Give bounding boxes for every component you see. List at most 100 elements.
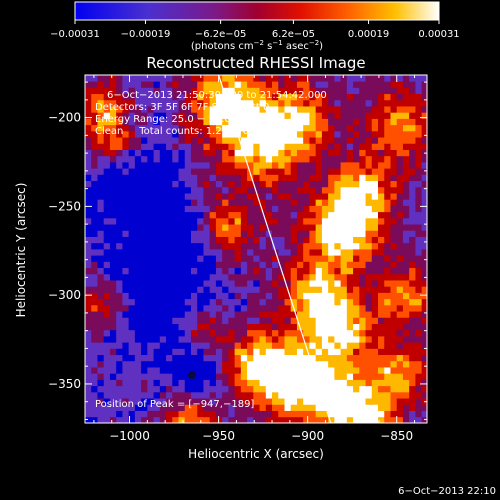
heatmap-cell (222, 211, 229, 219)
heatmap-cell (147, 379, 154, 387)
heatmap-cell (371, 255, 379, 262)
heatmap-cell (415, 317, 423, 324)
heatmap-cell (209, 143, 217, 150)
heatmap-cell (190, 118, 198, 126)
heatmap-cell (184, 255, 192, 262)
heatmap-cell (141, 317, 148, 324)
heatmap-cell (365, 342, 373, 349)
heatmap-cell (328, 149, 335, 157)
heatmap-cell (278, 286, 285, 293)
heatmap-cell (378, 149, 385, 157)
heatmap-cell (134, 304, 142, 312)
heatmap-cell (402, 124, 410, 132)
heatmap-cell (197, 230, 204, 237)
heatmap-cell (384, 186, 391, 194)
heatmap-cell (409, 280, 416, 287)
heatmap-cell (284, 323, 292, 331)
heatmap-cell (290, 286, 298, 293)
heatmap-cell (415, 329, 423, 337)
heatmap-cell (153, 155, 161, 163)
heatmap-cell (147, 168, 154, 175)
heatmap-cell (122, 224, 130, 231)
heatmap-cell (315, 118, 323, 126)
heatmap-cell (278, 385, 285, 393)
heatmap-cell (234, 106, 242, 113)
heatmap-cell (303, 93, 310, 101)
heatmap-cell (247, 155, 254, 163)
heatmap-cell (321, 354, 329, 362)
heatmap-cell (159, 93, 167, 101)
heatmap-cell (116, 304, 123, 312)
heatmap-cell (197, 280, 204, 287)
heatmap-cell (97, 379, 105, 387)
heatmap-cell (166, 360, 173, 368)
heatmap-cell (259, 124, 267, 132)
heatmap-cell (359, 249, 366, 256)
heatmap-cell (197, 267, 204, 275)
heatmap-cell (265, 311, 273, 318)
heatmap-cell (384, 255, 391, 262)
heatmap-cell (209, 180, 217, 188)
heatmap-cell (141, 168, 148, 175)
heatmap-cell (103, 224, 111, 231)
heatmap-cell (247, 311, 254, 318)
heatmap-cell (228, 323, 236, 331)
heatmap-cell (215, 87, 223, 95)
heatmap-cell (309, 112, 317, 119)
heatmap-cell (215, 360, 223, 368)
heatmap-cell (184, 391, 192, 399)
heatmap-cell (378, 416, 385, 423)
heatmap-cell (290, 217, 298, 225)
heatmap-cell (290, 224, 298, 231)
heatmap-cell (315, 398, 323, 405)
heatmap-cell (328, 348, 335, 356)
heatmap-cell (91, 186, 98, 194)
heatmap-cell (272, 410, 279, 418)
heatmap-cell (359, 180, 366, 188)
heatmap-cell (215, 193, 223, 200)
heatmap-cell (353, 261, 360, 269)
heatmap-cell (340, 87, 348, 95)
heatmap-cell (353, 410, 360, 418)
heatmap-cell (328, 367, 335, 374)
heatmap-cell (234, 211, 242, 219)
heatmap-cell (272, 205, 279, 213)
heatmap-cell (166, 373, 173, 380)
heatmap-cell (365, 168, 373, 175)
heatmap-cell (197, 292, 204, 300)
heatmap-cell (153, 230, 161, 237)
heatmap-cell (215, 398, 223, 405)
heatmap-cell (209, 217, 217, 225)
heatmap-cell (303, 292, 310, 300)
heatmap-cell (321, 217, 329, 225)
heatmap-cell (228, 373, 236, 380)
heatmap-cell (409, 323, 416, 331)
colorbar-unit-suffix: ) (319, 41, 323, 52)
heatmap-cell (234, 186, 242, 194)
heatmap-cell (109, 168, 117, 175)
heatmap-cell (321, 298, 329, 306)
heatmap-cell (272, 354, 279, 362)
dark-minimum-spot (187, 371, 196, 380)
heatmap-cell (91, 360, 98, 368)
heatmap-cell (396, 174, 404, 182)
heatmap-cell (172, 261, 179, 269)
heatmap-cell (228, 367, 236, 374)
heatmap-cell (384, 273, 391, 281)
heatmap-cell (371, 75, 379, 82)
heatmap-cell (178, 130, 186, 138)
heatmap-cell (315, 404, 323, 411)
heatmap-cell (184, 130, 192, 138)
heatmap-cell (172, 118, 179, 126)
heatmap-cell (190, 391, 198, 399)
heatmap-cell (209, 149, 217, 157)
colorbar-tick-label: 0.00019 (348, 29, 389, 40)
heatmap-cell (253, 311, 260, 318)
heatmap-cell (203, 137, 211, 144)
heatmap-cell (234, 155, 242, 163)
heatmap-cell (296, 249, 304, 256)
heatmap-cell (421, 286, 427, 293)
heatmap-cell (396, 391, 404, 399)
heatmap-cell (265, 267, 273, 275)
heatmap-cell (415, 261, 423, 269)
